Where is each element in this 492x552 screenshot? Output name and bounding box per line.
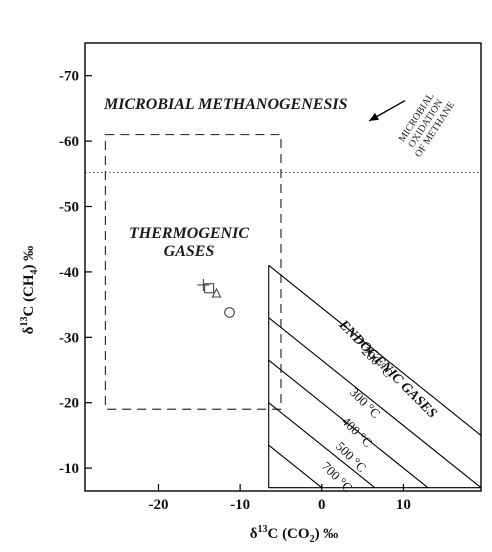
point-plus-0: [197, 278, 210, 291]
x-axis-label-sup: 13: [257, 524, 267, 535]
point-triangle-2: [211, 287, 222, 298]
x-axis-label: δ13C (CO2) ‰: [250, 524, 339, 545]
x-tick-label--10: -10: [230, 497, 250, 513]
x-axis-label-tail: ) ‰: [315, 526, 339, 542]
microbial-oxidation-label: MICROBIAL OXIDATION OF METHANE: [397, 91, 457, 159]
y-axis-label-tail: ) ‰: [21, 246, 37, 270]
x-axis-label-delta: δ: [250, 526, 258, 542]
thermogenic-box: [104, 133, 282, 410]
points-layer: [197, 278, 235, 318]
isotherm-line-3: [268, 402, 376, 489]
y-axis-label: δ13C (CH4) ‰: [19, 246, 40, 335]
y-tick-label--50: -50: [59, 200, 79, 216]
axes-layer: -20 -10 0 10 -10 -20 -30 -40 -50 -60 -70: [59, 42, 482, 513]
isotherm-line-1: [268, 317, 482, 489]
isotherm-line-4: [268, 444, 323, 489]
x-axis-label-sub: 2: [310, 534, 315, 545]
x-axis-label-text: C (CO: [267, 526, 309, 542]
x-tick-label--20: -20: [148, 497, 168, 513]
point-square-1: [204, 283, 215, 294]
y-axis-label-sup: 13: [19, 317, 30, 327]
y-tick-label--40: -40: [59, 265, 79, 281]
thermogenic-label-line2: GASES: [164, 243, 215, 260]
point-circle-3: [224, 307, 235, 318]
isotherm-line-2: [268, 359, 429, 489]
y-axis-label-delta: δ: [21, 326, 37, 334]
plot-frame: [84, 42, 482, 492]
isotherm-line-0: [268, 264, 482, 436]
y-axis-label-text: C (CH: [21, 274, 37, 316]
oxidation-arrow-head: [369, 112, 379, 121]
regions-layer: [85, 99, 482, 489]
thermogenic-label-line1: THERMOGENIC: [129, 225, 249, 242]
y-tick-label--10: -10: [59, 461, 79, 477]
y-tick-label--60: -60: [59, 134, 79, 150]
x-tick-label-10: 10: [396, 497, 411, 513]
y-axis-label-sub: 4: [29, 269, 40, 274]
microbial-methanogenesis-label: MICROBIAL METHANOGENESIS: [103, 96, 348, 113]
y-tick-label--30: -30: [59, 330, 79, 346]
x-tick-label-0: 0: [318, 497, 326, 513]
y-tick-label--20: -20: [59, 396, 79, 412]
y-tick-label--70: -70: [59, 69, 79, 85]
